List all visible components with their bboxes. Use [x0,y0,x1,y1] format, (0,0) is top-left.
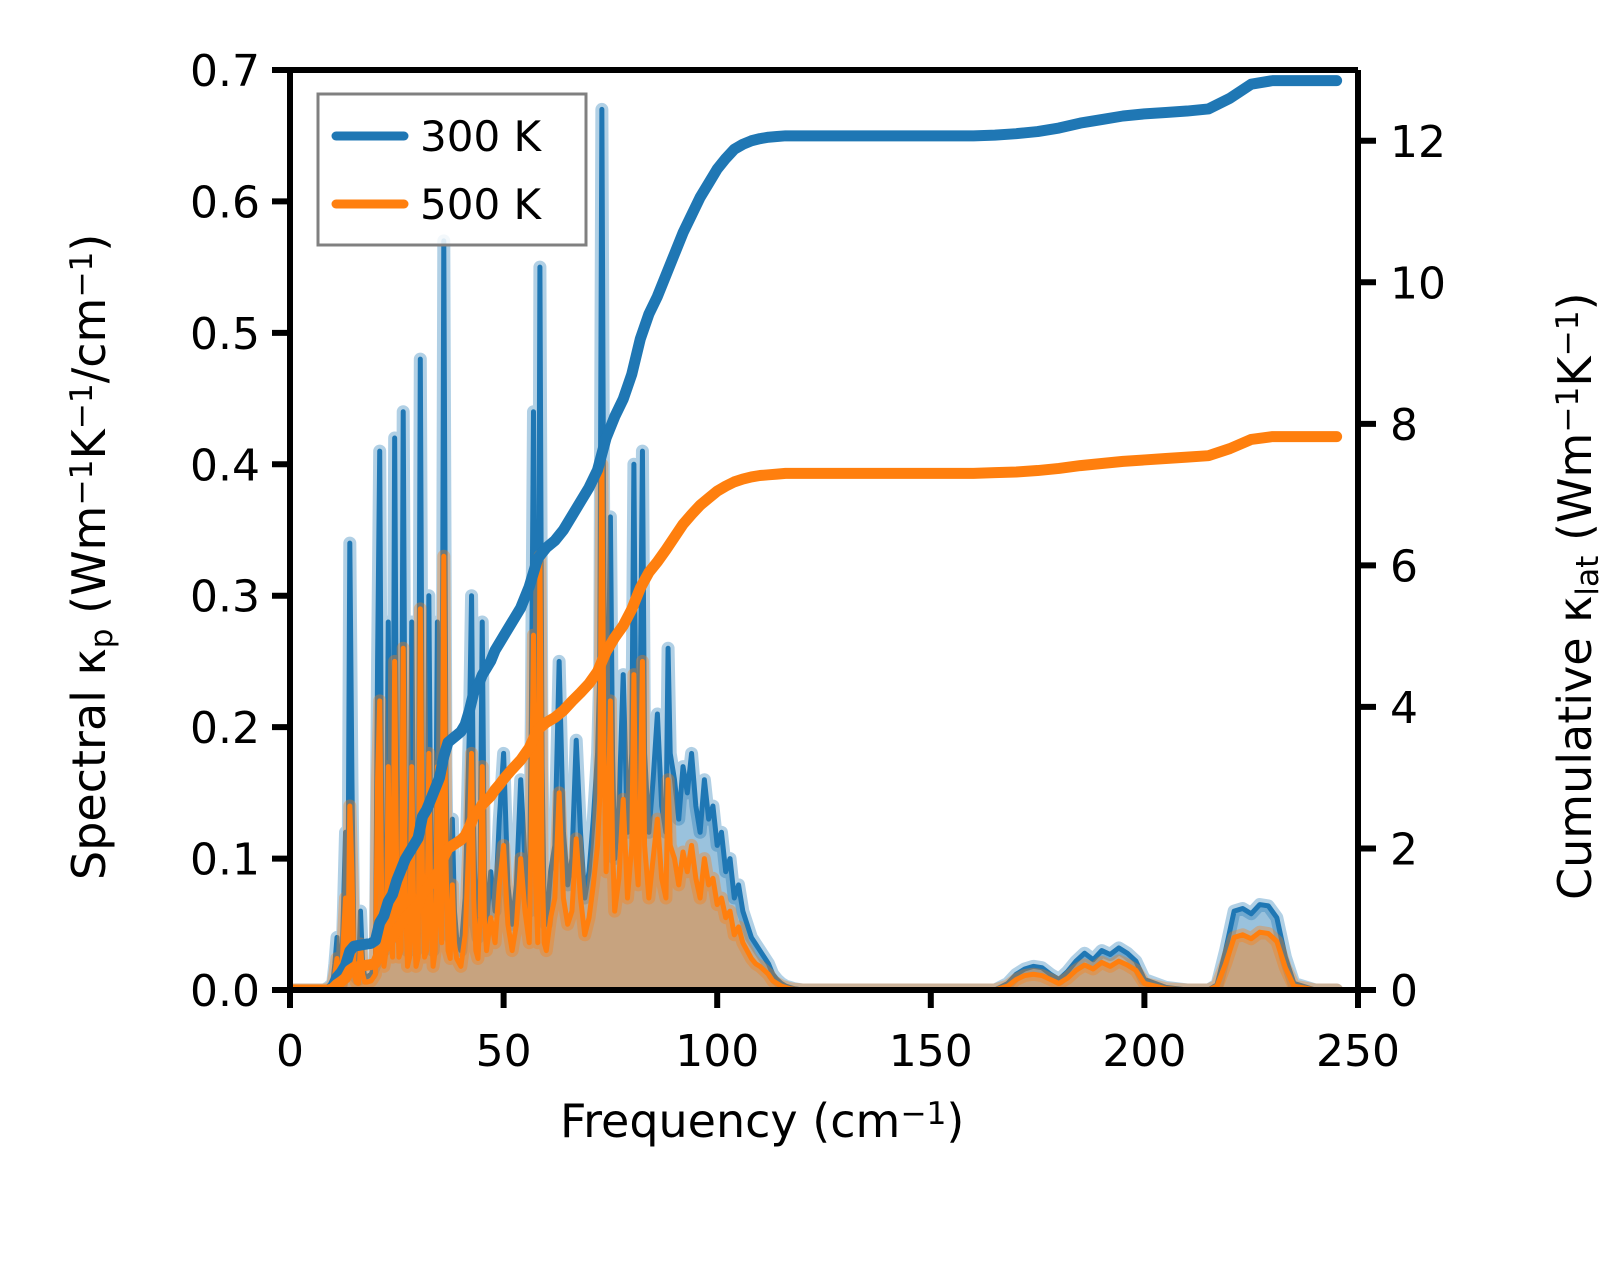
cumulative-line-500-k-cumulative [290,431,1343,990]
y-right-tick-label-12: 12 [1390,117,1446,168]
axis-ticks-layer: 0 50 100 150 200 250 0.0 0.1 0.2 0.3 0.4 0.5 0.6 0.7 0… [190,46,1446,1077]
y-left-tick-label-0.3: 0.3 [190,572,260,623]
ylabel-right-pre: Cumulative κ [1548,595,1602,900]
x-tick-label-250: 250 [1316,1026,1400,1077]
xlabel-sup: −1 [900,1095,947,1132]
x-tick-label-150: 150 [889,1026,973,1077]
x-tick-label-200: 200 [1102,1026,1186,1077]
y-right-tick-label-6: 6 [1390,541,1418,592]
y-left-tick-label-0.1: 0.1 [190,835,260,886]
xlabel-tail: ) [946,1094,965,1148]
ylabel-right-close: ) [1548,292,1602,311]
y-right-tick-label-0: 0 [1390,966,1418,1017]
legend-label-300k: 300 K [420,112,543,161]
cumulative-series-layer [290,75,1343,990]
x-tick-label-50: 50 [476,1026,532,1077]
y-left-tick-label-0.2: 0.2 [190,703,260,754]
y-left-tick-label-0.0: 0.0 [190,966,260,1017]
y-axis-label-left: Spectral κp (Wm−1K−1/cm−1) [62,234,120,880]
ylabel-right-sub: lat [1569,555,1606,596]
ylabel-left-pre: Spectral κ [62,648,116,880]
ylabel-left-sup2: −1 [63,383,100,430]
y-axis-label-right: Cumulative κlat (Wm−1K−1) [1548,292,1606,900]
legend-box [316,92,588,247]
legend[interactable]: 300 K 500 K [316,92,588,247]
x-tick-label-100: 100 [675,1026,759,1077]
ylabel-left-sub: p [83,628,120,649]
ylabel-left-tail: /cm [62,297,116,384]
ylabel-right-sup1: −1 [1549,386,1586,433]
x-axis-label: Frequency (cm−1) [560,1094,964,1148]
ylabel-left-k: K [62,429,116,460]
y-right-tick-label-8: 8 [1390,400,1418,451]
ylabel-left-sup1: −1 [63,459,100,506]
y-left-tick-label-0.5: 0.5 [190,309,260,360]
cumulative-line-300-k-cumulative [290,75,1343,990]
xlabel-text: Frequency (cm [560,1094,901,1148]
axis-spines [287,67,1361,993]
ylabel-right-k: K [1548,356,1602,387]
y-right-tick-label-2: 2 [1390,824,1418,875]
ylabel-right-mid: (Wm [1548,432,1602,556]
ylabel-left-mid: (Wm [62,505,116,629]
y-left-tick-label-0.7: 0.7 [190,46,260,97]
ylabel-left-close: ) [62,233,116,252]
ylabel-right-sup2: −1 [1549,310,1586,357]
x-tick-label-0: 0 [276,1026,304,1077]
ylabel-left-sup3: −1 [63,251,100,298]
legend-label-500k: 500 K [420,180,543,229]
y-right-tick-label-10: 10 [1390,258,1446,309]
y-left-tick-label-0.6: 0.6 [190,177,260,228]
y-left-tick-label-0.4: 0.4 [190,440,260,491]
y-right-tick-label-4: 4 [1390,683,1418,734]
